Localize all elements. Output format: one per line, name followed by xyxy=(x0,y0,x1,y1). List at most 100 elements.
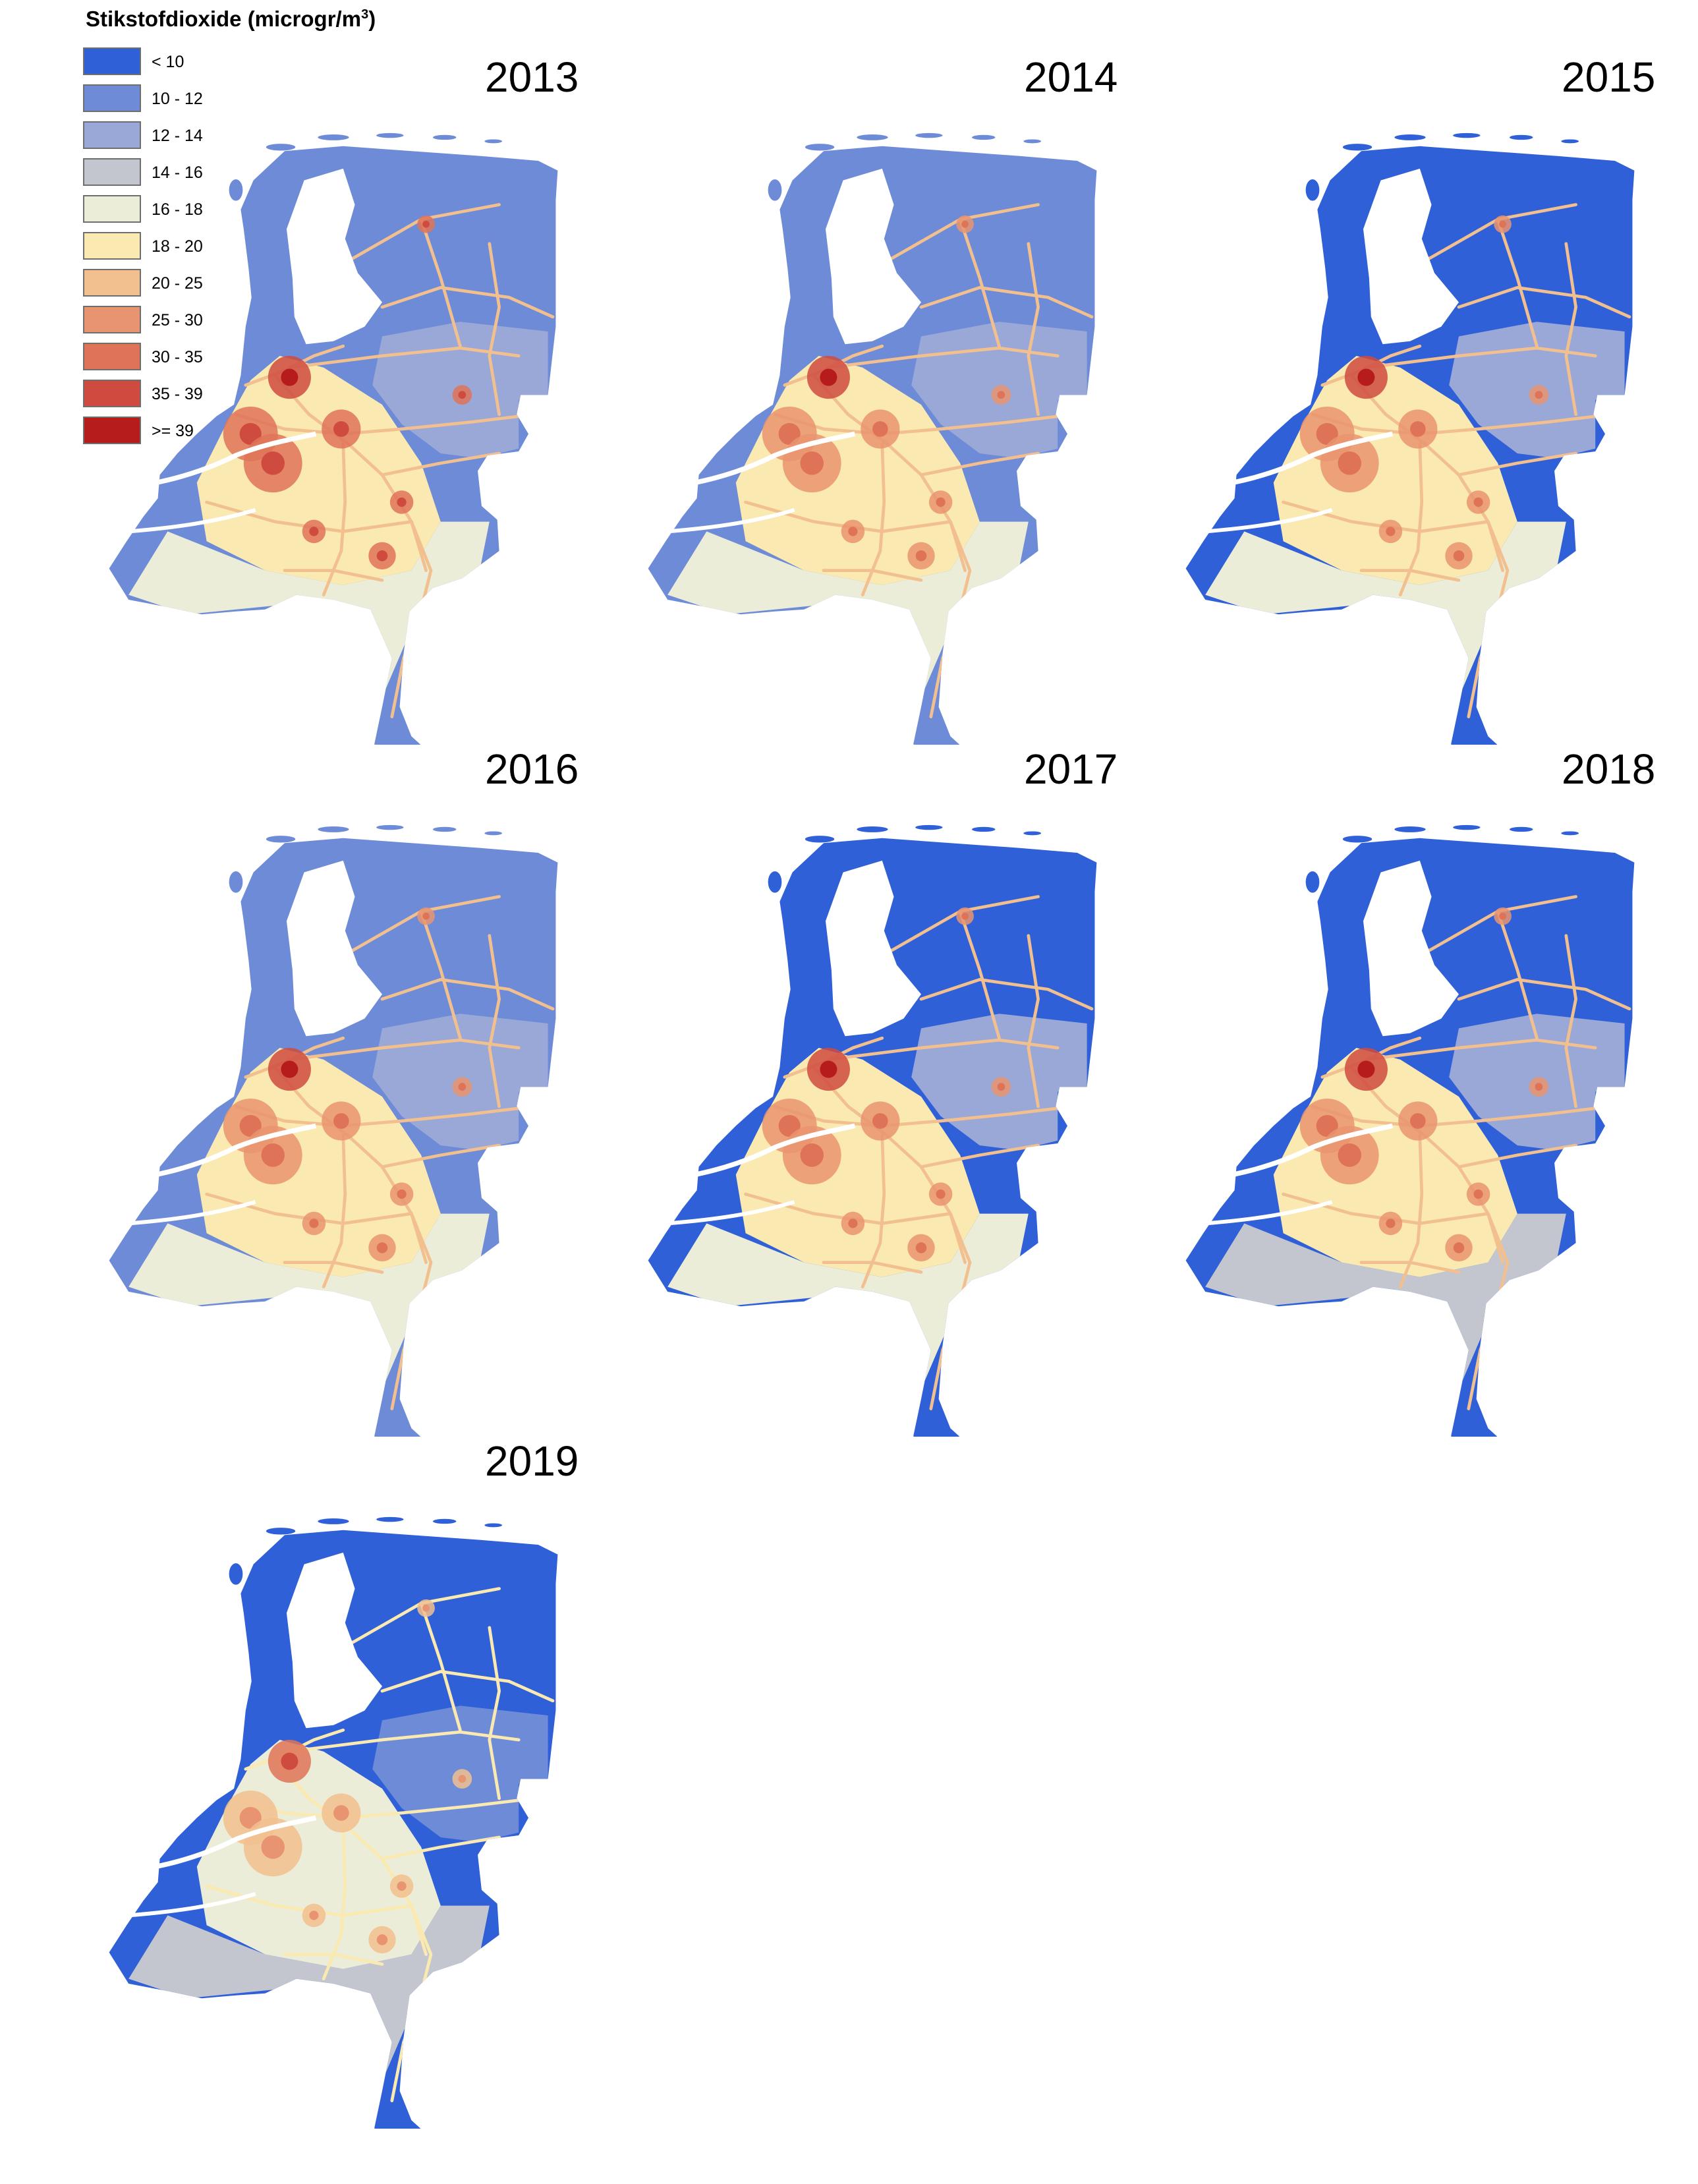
legend-swatch xyxy=(83,269,141,297)
waterway xyxy=(128,508,256,534)
road xyxy=(822,569,923,582)
city-core xyxy=(458,1083,467,1091)
city-core xyxy=(936,1189,946,1199)
city-core xyxy=(961,912,969,920)
road xyxy=(919,286,1094,319)
wadden-island xyxy=(1509,826,1533,832)
region-south xyxy=(667,521,1029,697)
city-core xyxy=(261,1835,285,1859)
wadden-island xyxy=(805,144,835,151)
legend-label: >= 39 xyxy=(152,422,194,440)
wadden-island xyxy=(857,826,888,832)
wadden-island xyxy=(318,134,349,140)
legend-item: 25 - 30 xyxy=(83,306,347,336)
legend-label: 35 - 39 xyxy=(152,385,203,403)
waterway xyxy=(1181,1123,1394,1185)
wadden-island xyxy=(1394,134,1426,140)
city-core xyxy=(848,1219,858,1228)
wadden-island xyxy=(376,1516,404,1522)
legend-label: 25 - 30 xyxy=(152,311,203,330)
city-core xyxy=(422,1604,430,1612)
waterway xyxy=(1181,431,1394,493)
waterway xyxy=(667,1200,795,1226)
city-core xyxy=(458,1775,467,1783)
road xyxy=(1457,286,1631,319)
city-core xyxy=(872,421,888,437)
map-year-label: 2017 xyxy=(1024,745,1118,793)
map-year-label: 2013 xyxy=(485,53,579,101)
legend-swatch xyxy=(83,195,141,223)
city-core xyxy=(1357,1060,1375,1078)
city-core xyxy=(376,1934,388,1945)
wadden-island xyxy=(915,824,943,830)
road xyxy=(919,978,1094,1011)
legend-item: >= 39 xyxy=(83,417,347,447)
road xyxy=(488,242,501,417)
waterway xyxy=(1204,508,1333,534)
legend-swatch xyxy=(83,232,141,260)
wadden-island xyxy=(1453,824,1481,830)
map-year-label: 2015 xyxy=(1562,53,1656,101)
city-core xyxy=(1357,368,1375,386)
legend-swatch xyxy=(83,47,141,75)
city-core xyxy=(1453,1242,1465,1253)
city-core xyxy=(397,1881,407,1891)
waterway xyxy=(644,431,856,493)
wadden-island xyxy=(229,1563,243,1585)
waterway xyxy=(128,1892,256,1918)
no2-map xyxy=(105,132,558,745)
city-core xyxy=(820,368,837,386)
city-core xyxy=(376,1242,388,1253)
city-core xyxy=(422,912,430,920)
road xyxy=(488,934,501,1108)
city-core xyxy=(872,1113,888,1129)
wadden-island xyxy=(1023,831,1042,836)
road xyxy=(283,1953,384,1966)
city-core xyxy=(261,1143,285,1167)
wadden-island xyxy=(318,1518,349,1524)
lake xyxy=(1363,168,1459,345)
legend-item: 20 - 25 xyxy=(83,269,347,299)
road xyxy=(283,1261,384,1274)
city-core xyxy=(376,550,388,561)
wadden-island xyxy=(266,144,296,151)
map-year-label: 2018 xyxy=(1562,745,1656,793)
waterway xyxy=(128,1200,256,1226)
city-core xyxy=(1535,1083,1543,1091)
map-panel: 2014 xyxy=(622,53,1162,745)
lake xyxy=(825,860,921,1037)
map-year-label: 2019 xyxy=(485,1437,579,1485)
legend-item: 18 - 20 xyxy=(83,232,347,262)
road xyxy=(380,286,555,319)
wadden-island xyxy=(1305,179,1320,201)
city-core xyxy=(848,527,858,536)
waterway xyxy=(105,431,317,493)
lake xyxy=(825,168,921,345)
road xyxy=(1027,934,1040,1108)
road xyxy=(1457,978,1631,1011)
no2-map xyxy=(644,824,1097,1437)
map-panel: 2016 xyxy=(83,745,623,1437)
wadden-island xyxy=(1453,132,1481,138)
wadden-island xyxy=(484,831,503,836)
legend-swatch xyxy=(83,306,141,333)
city-core xyxy=(1473,497,1483,507)
wadden-island xyxy=(915,132,943,138)
road xyxy=(419,1601,462,1732)
region-south xyxy=(128,521,490,697)
wadden-island xyxy=(1342,144,1373,151)
region-south xyxy=(128,1213,490,1389)
city-core xyxy=(1535,391,1543,399)
legend-swatch xyxy=(83,84,141,112)
legend-swatch xyxy=(83,121,141,149)
road xyxy=(1496,217,1539,348)
legend-label: 18 - 20 xyxy=(152,237,203,256)
region-south xyxy=(128,1905,490,2081)
legend-item: 10 - 12 xyxy=(83,84,347,115)
wadden-island xyxy=(432,134,457,140)
no2-map xyxy=(105,1516,558,2129)
waterway xyxy=(667,508,795,534)
city-core xyxy=(997,1083,1005,1091)
city-core xyxy=(820,1060,837,1078)
city-core xyxy=(333,1805,349,1821)
